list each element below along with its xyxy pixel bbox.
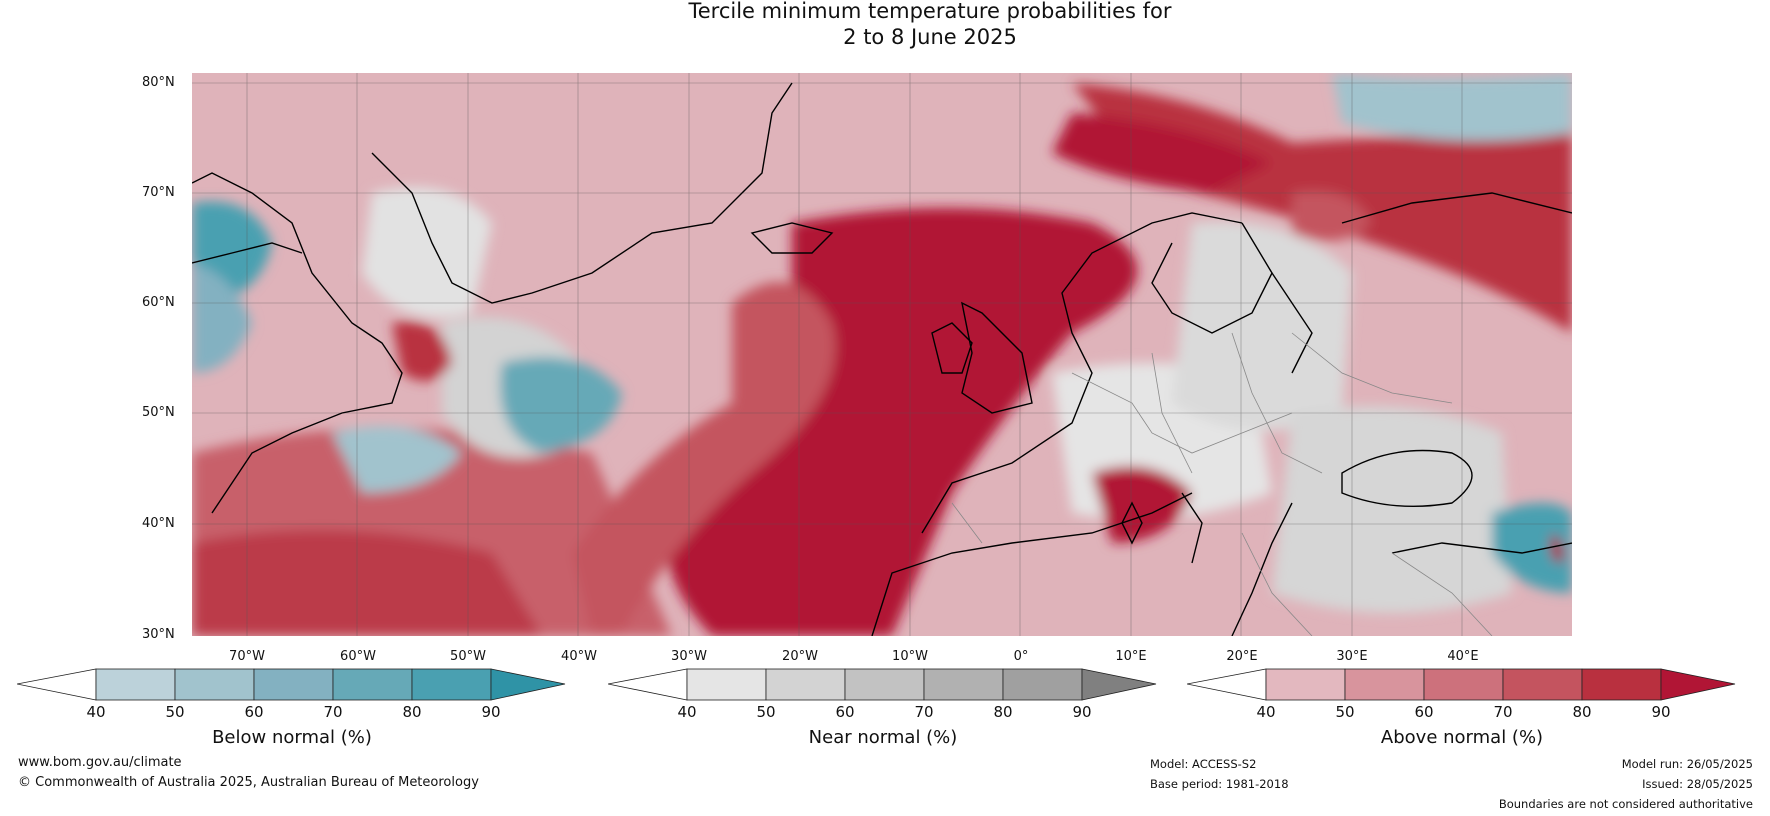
lon-label-20w: 20°W xyxy=(782,649,818,664)
colorbar-above-normal: 40 50 60 70 80 90 Above normal (%) xyxy=(1186,667,1737,748)
borders xyxy=(951,332,1493,636)
colorbar-near-tick-40: 40 xyxy=(677,703,697,721)
colorbar-near-tick-80: 80 xyxy=(993,703,1013,721)
lon-label-10w: 10°W xyxy=(892,649,928,664)
colorbar-near-title: Near normal (%) xyxy=(808,727,958,748)
colorbar-near-tick-90: 90 xyxy=(1072,703,1092,721)
colorbar-below-tick-50: 50 xyxy=(165,703,185,721)
graticule xyxy=(192,73,1572,636)
probability-fields xyxy=(192,73,1572,636)
lon-label-30w: 30°W xyxy=(671,649,707,664)
colorbar-below-tick-90: 90 xyxy=(481,703,501,721)
colorbar-near-tick-50: 50 xyxy=(756,703,776,721)
probability-map xyxy=(192,73,1572,636)
colorbar-near-normal-swatches xyxy=(607,668,1157,701)
lat-label-50n: 50°N xyxy=(142,405,175,420)
colorbar-near-tick-70: 70 xyxy=(914,703,934,721)
footer-website[interactable]: www.bom.gov.au/climate xyxy=(18,755,182,770)
lat-label-80n: 80°N xyxy=(142,75,175,90)
lon-label-40w: 40°W xyxy=(561,649,597,664)
lon-label-20e: 20°E xyxy=(1226,649,1258,664)
colorbar-above-tick-90: 90 xyxy=(1651,703,1671,721)
colorbar-above-tick-40: 40 xyxy=(1256,703,1276,721)
colorbar-below-normal-swatches xyxy=(16,668,566,701)
lon-label-0: 0° xyxy=(1013,649,1029,664)
footer-model: Model: ACCESS-S2 xyxy=(1150,757,1257,771)
footer-copyright: © Commonwealth of Australia 2025, Austra… xyxy=(18,775,479,790)
lon-label-40e: 40°E xyxy=(1447,649,1479,664)
colorbar-below-title: Below normal (%) xyxy=(212,727,372,748)
map-title-line2: 2 to 8 June 2025 xyxy=(843,25,1017,49)
map-title: Tercile minimum temperature probabilitie… xyxy=(0,0,1770,50)
map-title-line1: Tercile minimum temperature probabilitie… xyxy=(688,0,1172,23)
colorbar-below-tick-70: 70 xyxy=(323,703,343,721)
colorbar-above-tick-80: 80 xyxy=(1572,703,1592,721)
lat-label-40n: 40°N xyxy=(142,516,175,531)
colorbar-below-normal: 40 50 60 70 80 90 Below normal (%) xyxy=(16,667,567,748)
footer-disclaimer: Boundaries are not considered authoritat… xyxy=(1498,797,1753,811)
footer-model-run: Model run: 26/05/2025 xyxy=(1621,757,1753,771)
colorbar-above-tick-50: 50 xyxy=(1335,703,1355,721)
coastlines xyxy=(192,82,1572,636)
footer-base-period: Base period: 1981-2018 xyxy=(1150,777,1289,791)
colorbar-above-tick-60: 60 xyxy=(1414,703,1434,721)
lat-label-30n: 30°N xyxy=(142,627,175,642)
colorbar-above-title: Above normal (%) xyxy=(1380,727,1544,748)
colorbar-below-tick-80: 80 xyxy=(402,703,422,721)
lon-label-10e: 10°E xyxy=(1115,649,1147,664)
colorbar-below-tick-40: 40 xyxy=(86,703,106,721)
colorbar-above-tick-70: 70 xyxy=(1493,703,1513,721)
lon-label-70w: 70°W xyxy=(229,649,265,664)
lon-label-50w: 50°W xyxy=(450,649,486,664)
colorbar-below-tick-60: 60 xyxy=(244,703,264,721)
lat-label-60n: 60°N xyxy=(142,295,175,310)
colorbar-near-tick-60: 60 xyxy=(835,703,855,721)
footer-issued: Issued: 28/05/2025 xyxy=(1642,777,1753,791)
colorbar-near-normal: 40 50 60 70 80 90 Near normal (%) xyxy=(607,667,1158,748)
colorbar-above-normal-swatches xyxy=(1186,668,1736,701)
lon-label-30e: 30°E xyxy=(1336,649,1368,664)
lon-label-60w: 60°W xyxy=(340,649,376,664)
lat-label-70n: 70°N xyxy=(142,185,175,200)
